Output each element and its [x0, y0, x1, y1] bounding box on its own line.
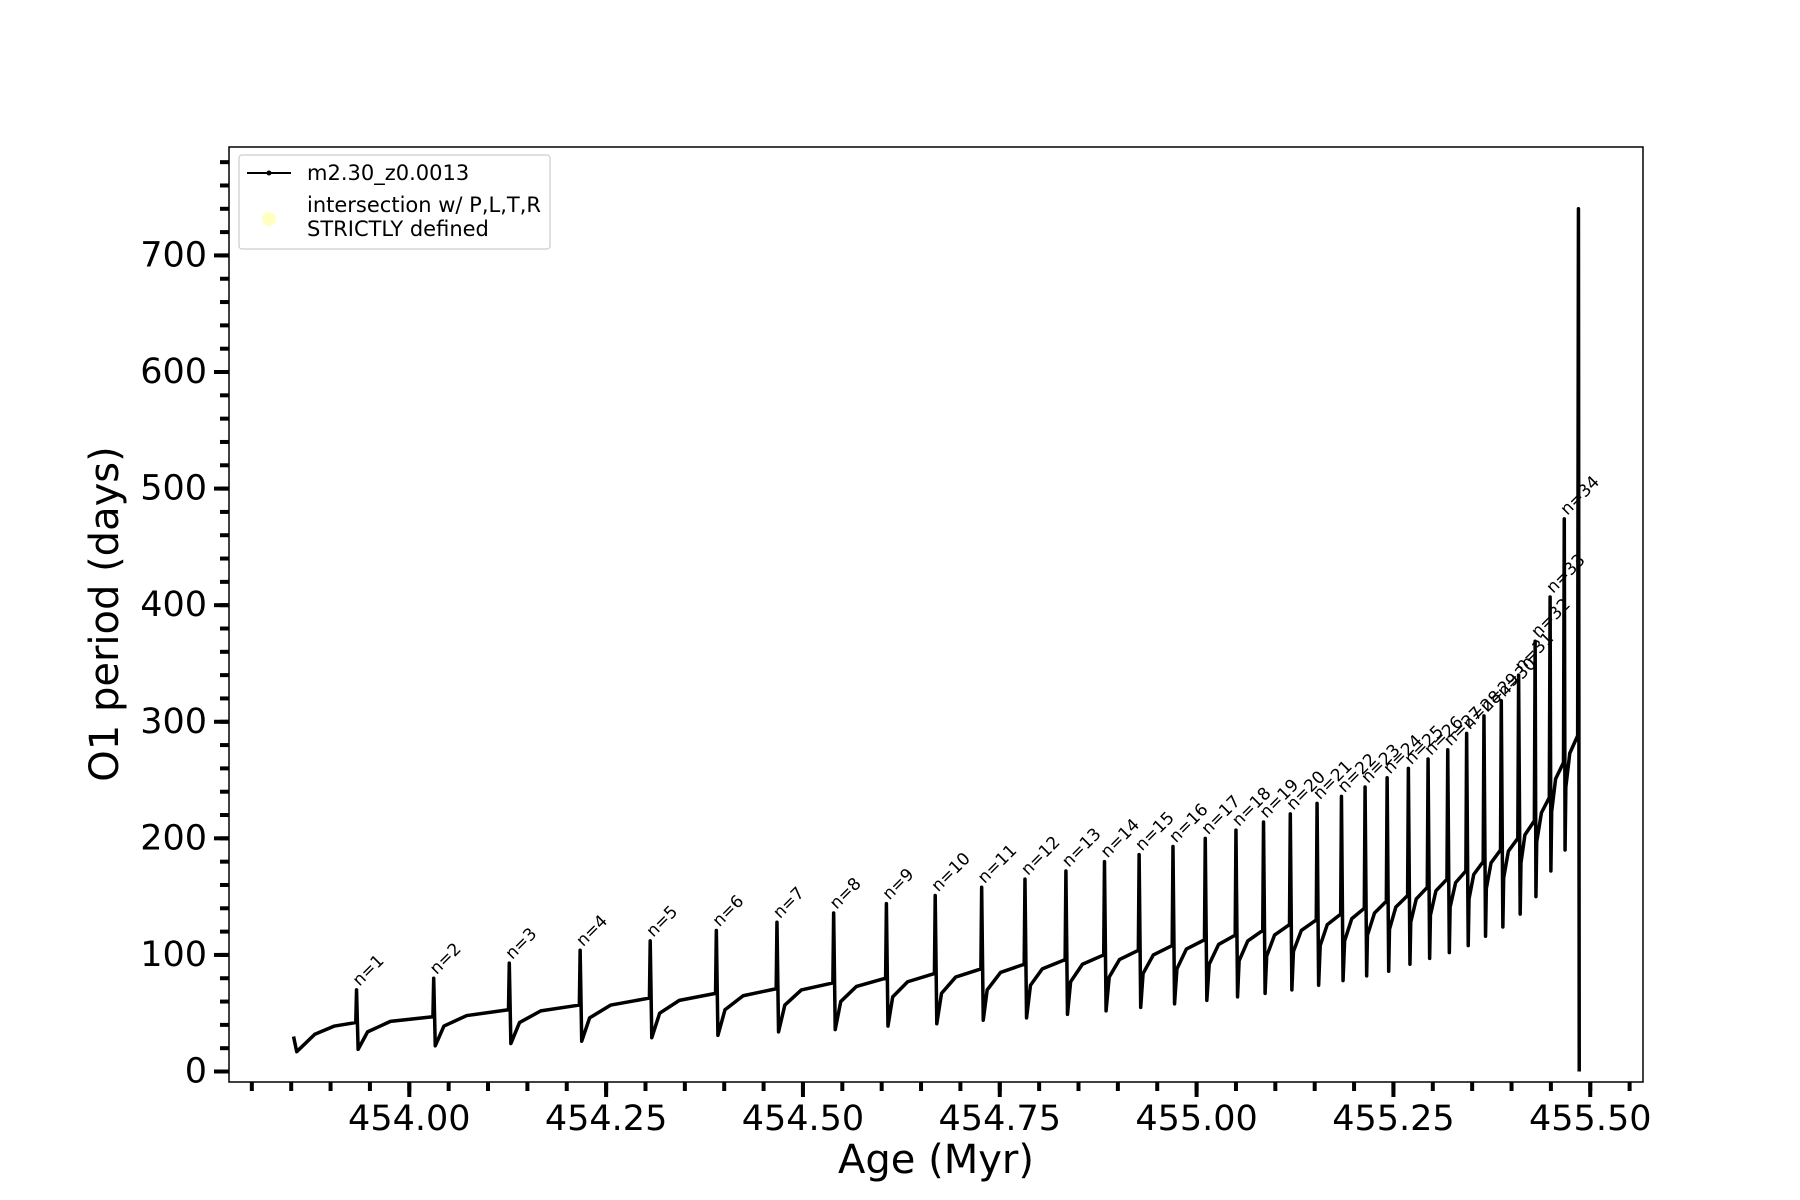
y-tick-label: 300 [140, 702, 207, 742]
annotation: n=4 [573, 911, 612, 950]
legend-marker [262, 212, 276, 226]
x-tick-label: 454.75 [939, 1099, 1061, 1139]
annotation: n=5 [643, 902, 682, 941]
y-tick-label: 200 [140, 818, 207, 858]
annotation: n=9 [879, 865, 918, 904]
y-axis-label: O1 period (days) [82, 446, 128, 781]
series-line [291, 207, 1581, 1072]
annotation: n=2 [426, 939, 465, 978]
x-tick-label: 454.50 [742, 1099, 864, 1139]
x-tick-label: 455.00 [1135, 1099, 1257, 1139]
annotation: n=6 [709, 891, 748, 930]
y-tick-label: 500 [140, 469, 207, 509]
annotation: n=7 [769, 883, 808, 922]
x-tick-label: 455.50 [1529, 1099, 1651, 1139]
annotation: n=10 [928, 849, 975, 896]
annotation: n=1 [349, 951, 388, 990]
y-tick-label: 100 [140, 935, 207, 975]
x-tick-label: 454.25 [545, 1099, 667, 1139]
y-tick-label: 400 [140, 585, 207, 625]
x-tick-label: 454.00 [348, 1099, 470, 1139]
y-tick-label: 700 [140, 235, 207, 275]
legend-box [238, 154, 551, 250]
annotation: n=3 [502, 924, 541, 963]
x-axis-label: Age (Myr) [838, 1137, 1034, 1183]
annotation: n=12 [1017, 833, 1064, 880]
legend-label: m2.30_z0.0013 [307, 161, 470, 185]
y-tick-label: 600 [140, 352, 207, 392]
legend-label: intersection w/ P,L,T,R STRICTLY defined [307, 193, 541, 241]
y-tick-label: 0 [185, 1052, 207, 1092]
annotation: n=11 [974, 841, 1021, 888]
legend-marker [266, 170, 272, 176]
plot-frame [228, 146, 1644, 1083]
x-tick-label: 455.25 [1332, 1099, 1454, 1139]
annotation: n=8 [826, 874, 865, 913]
